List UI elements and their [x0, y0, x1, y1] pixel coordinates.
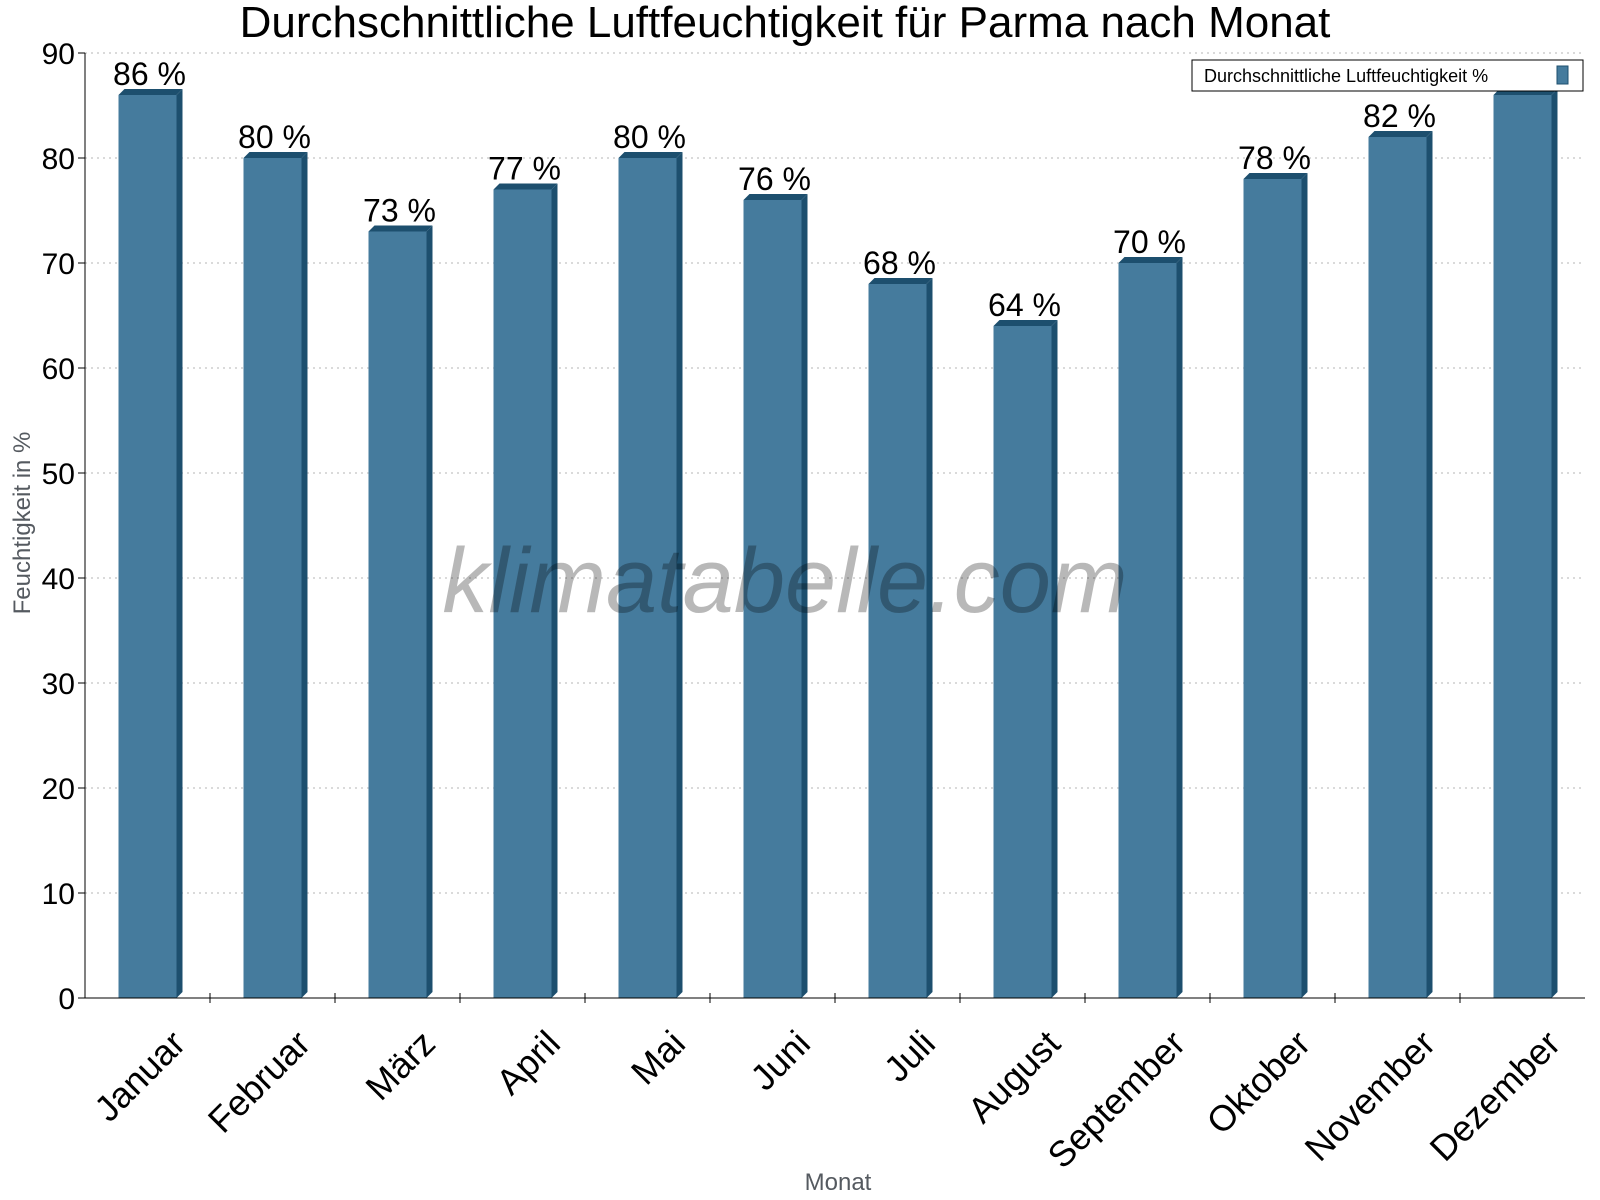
bar-side — [301, 152, 308, 998]
legend-swatch — [1556, 65, 1569, 85]
y-tick-label: 30 — [42, 668, 75, 701]
bar-top — [118, 89, 183, 95]
bar-front — [743, 200, 802, 998]
bar-top — [1243, 173, 1308, 179]
bar-front — [368, 231, 427, 998]
y-tick-label: 80 — [42, 143, 75, 176]
data-label: 73 % — [363, 193, 436, 229]
legend: Durchschnittliche Luftfeuchtigkeit % — [1191, 59, 1584, 92]
x-axis-ticks: Januar Februar März April Mai Juni Juli AugustS… — [86, 1022, 1568, 1176]
data-label: 82 % — [1363, 98, 1436, 134]
bar — [1118, 257, 1183, 998]
bars — [118, 89, 1558, 998]
x-tick-label: November — [1297, 1022, 1443, 1168]
data-label: 70 % — [1113, 224, 1186, 260]
data-label: 86 % — [113, 56, 186, 92]
bar — [618, 152, 683, 998]
x-tick-label: Dezember — [1422, 1022, 1568, 1168]
bar-side — [1176, 257, 1183, 998]
x-tick-label: September — [1039, 1022, 1193, 1176]
bar-side — [1426, 131, 1433, 998]
bar-front — [243, 158, 302, 998]
y-tick-label: 20 — [42, 773, 75, 806]
data-label: 77 % — [488, 151, 561, 187]
bar-side — [801, 194, 808, 998]
legend-box — [1191, 59, 1584, 92]
bar-side — [551, 183, 558, 998]
bar — [118, 89, 183, 998]
bar — [1493, 89, 1558, 998]
bar-top — [618, 152, 683, 158]
bar — [868, 278, 933, 998]
x-tick-label: Januar — [86, 1022, 193, 1129]
data-label: 64 % — [988, 287, 1061, 323]
bar — [1368, 131, 1433, 998]
x-tick-label: April — [488, 1022, 568, 1102]
bar-side — [176, 89, 183, 998]
data-label: 76 % — [738, 161, 811, 197]
y-tick-label: 70 — [42, 248, 75, 281]
data-label: 80 % — [238, 119, 311, 155]
bar-front — [868, 284, 927, 998]
bar-side — [1301, 173, 1308, 998]
bar-top — [868, 278, 933, 284]
data-labels: 86 % 80 % 73 % 77 % 80 % 76 % 68 % 64 % 70 % 78 %… — [113, 56, 1436, 323]
bar — [993, 320, 1058, 998]
y-tick-label: 40 — [42, 563, 75, 596]
bar — [368, 225, 433, 998]
bar-side — [926, 278, 933, 998]
chart-title: Durchschnittliche Luftfeuchtigkeit für P… — [240, 0, 1331, 47]
y-tick-label: 90 — [42, 38, 75, 71]
bar-front — [493, 189, 552, 998]
y-axis-label: Feuchtigkeit in % — [9, 432, 36, 615]
y-tick-label: 60 — [42, 353, 75, 386]
bar-side — [1051, 320, 1058, 998]
bar-top — [1118, 257, 1183, 263]
y-tick-label: 0 — [58, 983, 75, 1016]
bar-side — [1551, 89, 1558, 998]
legend-label: Durchschnittliche Luftfeuchtigkeit % — [1204, 66, 1488, 86]
x-tick-label: August — [960, 1022, 1068, 1130]
bar-front — [1368, 137, 1427, 998]
watermark: klimatabelle.com — [442, 530, 1127, 632]
bar-front — [1493, 95, 1552, 998]
x-tick-label: Juli — [876, 1022, 943, 1089]
bar-top — [368, 225, 433, 232]
x-tick-label: Februar — [200, 1022, 318, 1140]
x-tick-label: Mai — [623, 1022, 693, 1092]
x-tick-label: Juni — [742, 1022, 818, 1098]
bar-top — [743, 194, 808, 200]
data-label: 68 % — [863, 245, 936, 281]
bar-top — [1368, 131, 1433, 137]
axes — [78, 52, 1585, 1003]
bar-front — [618, 158, 677, 998]
bar-side — [676, 152, 683, 998]
gridlines — [85, 52, 1585, 894]
bar-front — [1118, 263, 1177, 998]
y-tick-label: 50 — [42, 458, 75, 491]
bar — [743, 194, 808, 998]
bar-side — [426, 225, 433, 998]
x-tick-label: Oktober — [1198, 1022, 1318, 1142]
bar-top — [493, 183, 558, 190]
data-label: 78 % — [1238, 140, 1311, 176]
bar — [1243, 173, 1308, 998]
bar-top — [243, 152, 308, 158]
bar-front — [118, 95, 177, 998]
bar-top — [993, 320, 1058, 326]
data-label: 80 % — [613, 119, 686, 155]
x-tick-label: März — [357, 1022, 443, 1108]
bar — [493, 183, 558, 998]
bar-front — [993, 326, 1052, 998]
y-tick-label: 10 — [42, 878, 75, 911]
x-axis-label: Monat — [805, 1169, 872, 1196]
bar-front — [1243, 179, 1302, 998]
y-axis-ticks: 0 10 20 30 40 50 60 70 80 90 — [42, 38, 75, 1016]
bar — [243, 152, 308, 998]
